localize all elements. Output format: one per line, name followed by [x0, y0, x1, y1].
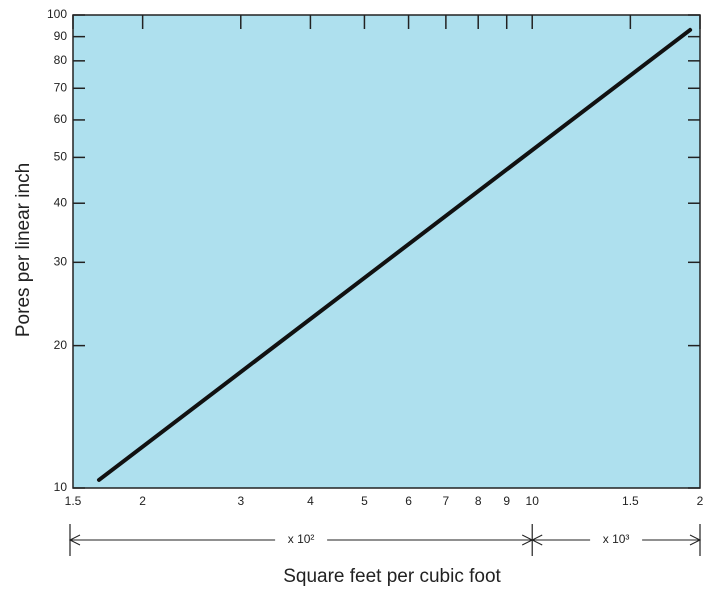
arrow-head [689, 534, 702, 546]
y-tick-label: 80 [54, 53, 68, 67]
x-tick-label: 1.5 [65, 494, 82, 508]
annotation: x 10² [288, 532, 315, 546]
y-tick-label: 20 [54, 338, 68, 352]
x-tick-label: 1.5 [622, 494, 639, 508]
arrow-head [531, 534, 543, 546]
y-tick-label: 100 [47, 7, 67, 21]
y-tick-label: 40 [54, 195, 68, 209]
annotation-bg [590, 531, 643, 549]
data-line [96, 27, 693, 482]
x-tick-label: 6 [405, 494, 412, 508]
x-tick-label: 4 [307, 494, 314, 508]
y-tick-label: 30 [54, 254, 68, 268]
annotation: x 10³ [603, 532, 630, 546]
y-axis-label: Pores per linear inch [13, 163, 34, 337]
x-tick-label: 2 [697, 494, 704, 508]
x-tick-label: 10 [526, 494, 540, 508]
x-tick-label: 5 [361, 494, 368, 508]
y-tick-label: 50 [54, 150, 68, 164]
annotation-bg [275, 531, 328, 549]
x-tick-label: 3 [237, 494, 244, 508]
x-axis-label: Square feet per cubic foot [283, 566, 501, 587]
x-tick-label: 7 [443, 494, 450, 508]
y-tick-label: 90 [54, 29, 68, 43]
x-tick-label: 8 [475, 494, 482, 508]
arrow-head [68, 534, 81, 546]
x-tick-label: 9 [503, 494, 510, 508]
y-tick-label: 10 [54, 480, 68, 494]
y-tick-label: 60 [54, 112, 68, 126]
plot-area [72, 14, 701, 489]
y-tick-label: 70 [54, 80, 68, 94]
x-tick-label: 2 [139, 494, 146, 508]
